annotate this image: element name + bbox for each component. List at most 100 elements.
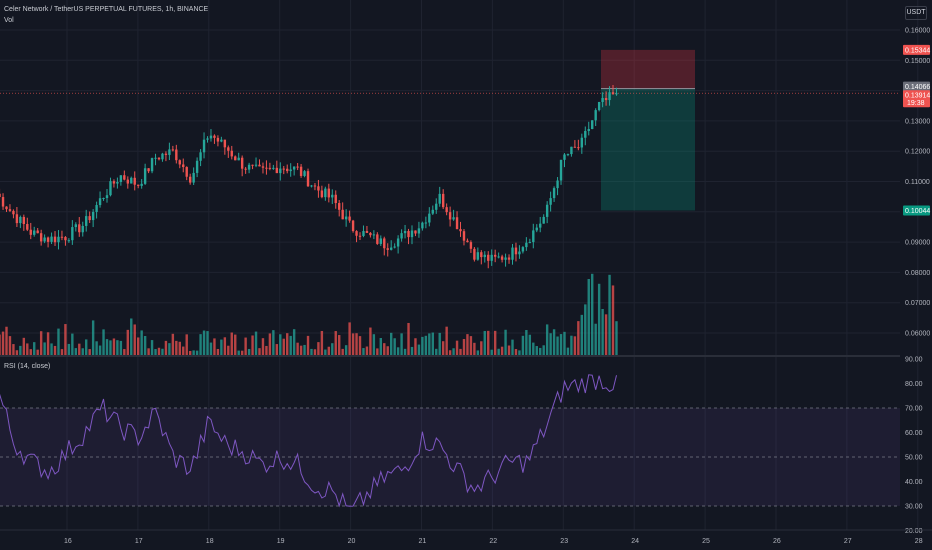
volume-bar	[112, 338, 116, 355]
candle-body	[417, 228, 421, 234]
volume-bar	[507, 345, 511, 355]
volume-bar	[417, 344, 421, 355]
candle-body	[265, 167, 268, 169]
candle-countdown: 19:38	[907, 100, 925, 107]
candle-body	[230, 150, 233, 157]
rsi-axis-label: 50.00	[905, 455, 923, 462]
volume-bars	[0, 273, 618, 355]
volume-bar	[556, 336, 559, 355]
price-axis[interactable]: 0.160000.150000.140000.130000.120000.110…	[905, 28, 930, 536]
candle-body	[22, 216, 26, 225]
candle-body	[441, 193, 445, 208]
volume-bar	[50, 343, 53, 355]
volume-bar	[202, 330, 206, 355]
rsi-legend[interactable]: RSI (14, close)	[4, 363, 51, 370]
price-axis-label: 0.16000	[905, 28, 930, 35]
candle-body	[88, 216, 91, 221]
volume-bar	[591, 273, 594, 355]
volume-bar	[313, 349, 317, 355]
volume-bar	[306, 335, 310, 355]
volume-bar	[407, 322, 410, 355]
candle-body	[140, 183, 143, 186]
volume-bar	[192, 350, 195, 355]
candle-body	[220, 139, 223, 142]
candle-body	[78, 224, 81, 233]
candle-body	[535, 227, 538, 231]
candle-body	[369, 232, 372, 236]
volume-bar	[91, 320, 95, 355]
volume-bar	[521, 335, 525, 355]
candle-body	[431, 209, 434, 214]
volume-bar	[33, 342, 36, 355]
candle-body	[310, 185, 313, 187]
volume-bar	[584, 304, 587, 355]
volume-bar	[136, 337, 140, 355]
grid-lines	[0, 0, 919, 530]
volume-bar	[64, 324, 67, 355]
volume-bar	[396, 347, 400, 355]
candle-body	[29, 229, 32, 235]
candle-body	[26, 224, 29, 230]
volume-bar	[414, 338, 417, 355]
candle-body	[182, 164, 185, 168]
position-tool[interactable]	[0, 49, 900, 211]
volume-bar	[299, 345, 303, 355]
volume-bar	[164, 340, 168, 355]
volume-bar	[303, 344, 306, 355]
volume-bar	[185, 334, 188, 355]
volume-bar	[372, 334, 376, 355]
candle-body	[244, 168, 247, 170]
time-axis[interactable]: 16 17 18 19 20 21 22 23 24 25 26 27 28	[0, 529, 932, 545]
candle-body	[119, 175, 123, 182]
candle-body	[511, 247, 514, 260]
currency-unit-button[interactable]: USDT	[905, 6, 927, 20]
volume-bar	[351, 333, 355, 355]
candle-body	[112, 181, 116, 184]
candle-body	[216, 137, 220, 142]
rsi-axis-label: 30.00	[905, 504, 923, 511]
candle-body	[1, 197, 5, 207]
volume-bar	[57, 328, 60, 355]
volume-bar	[213, 338, 216, 355]
candle-body	[98, 198, 102, 206]
volume-bar	[12, 344, 15, 355]
price-axis-label: 0.11000	[905, 179, 930, 186]
candle-body	[424, 222, 428, 224]
symbol-title[interactable]: Celer Network / TetherUS PERPETUAL FUTUR…	[4, 6, 209, 13]
volume-bar	[504, 329, 507, 355]
volume-bar	[182, 346, 185, 355]
candle-body	[514, 247, 518, 255]
volume-bar	[355, 333, 358, 355]
volume-bar	[143, 336, 147, 355]
candle-body	[389, 247, 393, 250]
volume-bar	[462, 339, 466, 355]
price-axis-label: 0.13000	[905, 118, 930, 125]
volume-bar	[240, 350, 244, 355]
candle-body	[116, 181, 119, 184]
candle-body	[362, 231, 365, 236]
candle-body	[296, 166, 299, 168]
candle-body	[549, 198, 552, 205]
candle-body	[36, 230, 39, 234]
time-axis-label: 27	[844, 538, 852, 545]
candle-body	[209, 135, 213, 139]
volume-bar	[459, 348, 462, 355]
candle-body	[372, 234, 376, 236]
stop-price-badge-label: 0.15344	[905, 47, 930, 54]
volume-legend[interactable]: Vol	[4, 17, 14, 24]
volume-bar	[535, 346, 538, 355]
candle-body	[528, 242, 532, 244]
candle-body	[136, 184, 140, 186]
price-axis-label: 0.06000	[905, 331, 930, 338]
volume-bar	[573, 336, 577, 355]
volume-bar	[400, 333, 403, 355]
candle-body	[414, 230, 417, 234]
candle-body	[251, 164, 254, 166]
price-axis-label: 0.08000	[905, 270, 930, 277]
volume-bar	[8, 336, 12, 355]
candle-body	[313, 185, 317, 187]
volume-bar	[344, 345, 348, 355]
candle-body	[403, 230, 407, 234]
